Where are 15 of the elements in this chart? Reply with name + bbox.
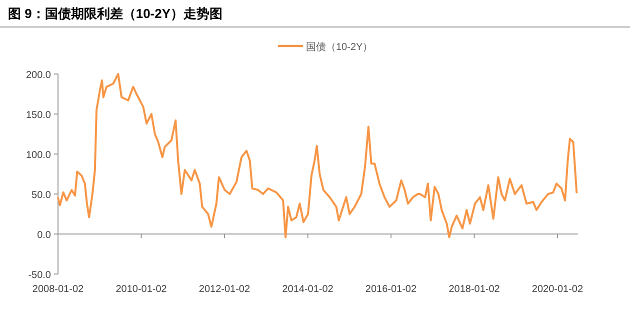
y-tick-label: 200.0 (26, 70, 52, 81)
legend-label: 国债（10-2Y） (306, 42, 373, 53)
chart-title: 图 9：国债期限利差（10-2Y）走势图 (8, 6, 223, 21)
y-tick-label: 50.0 (32, 190, 52, 201)
x-tick-label: 2016-01-02 (365, 284, 418, 295)
x-tick-label: 2010-01-02 (116, 284, 168, 295)
y-tick-label: 0.0 (37, 230, 52, 241)
x-tick-label: 2012-01-02 (198, 284, 251, 295)
x-tick-label: 2014-01-02 (282, 284, 334, 295)
y-tick-label: 100.0 (26, 150, 52, 161)
y-tick-label: 150.0 (26, 110, 52, 121)
x-tick-label: 2020-01-02 (532, 284, 584, 295)
x-tick-label: 2008-01-02 (32, 284, 84, 295)
x-tick-label: 2018-01-02 (448, 284, 500, 295)
y-tick-label: -50.0 (28, 270, 52, 281)
